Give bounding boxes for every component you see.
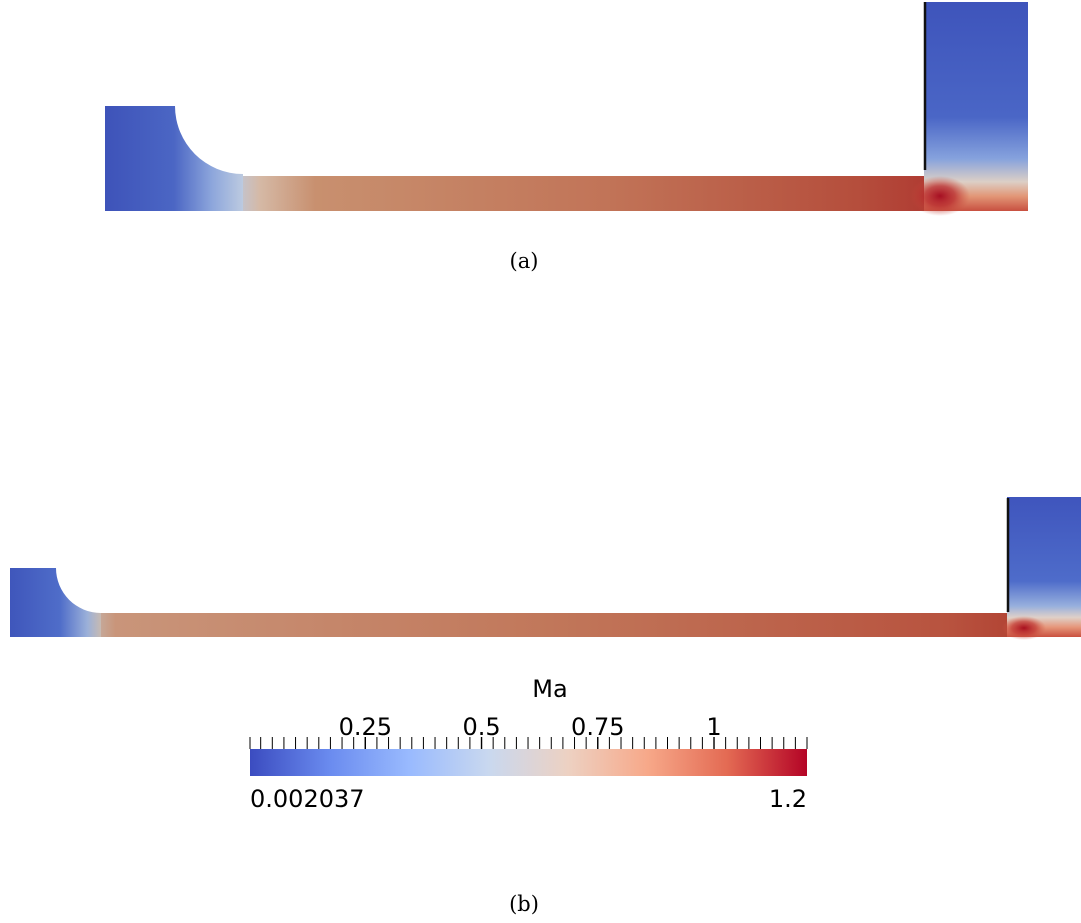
panel-a-caption: (a) bbox=[510, 249, 539, 273]
panel-b-outlet-block bbox=[1007, 497, 1081, 637]
colorbar-title: Ma bbox=[532, 675, 567, 703]
colorbar: Ma 0.25 0.5 0.75 1 0.002037 1.2 bbox=[249, 675, 808, 813]
colorbar-tick-label: 1 bbox=[706, 713, 721, 741]
colorbar-max-label: 1.2 bbox=[769, 785, 807, 813]
colorbar-bar bbox=[250, 749, 807, 776]
panel-a-channel bbox=[232, 176, 926, 211]
colorbar-tick-label: 0.25 bbox=[339, 713, 392, 741]
panel-b-hot-spot bbox=[1002, 616, 1046, 640]
panel-a-hot-spot bbox=[910, 176, 970, 216]
panel-a-inlet-block bbox=[105, 106, 243, 211]
panel-b-caption: (b) bbox=[509, 892, 539, 916]
panel-b-mach-contour bbox=[10, 497, 1081, 640]
panel-a-mach-contour bbox=[105, 2, 1028, 216]
panel-b-channel bbox=[88, 613, 1012, 637]
colorbar-ticks bbox=[249, 737, 808, 759]
panel-b-inlet-block bbox=[10, 568, 101, 637]
colorbar-tick-label: 0.75 bbox=[571, 713, 624, 741]
colorbar-min-label: 0.002037 bbox=[250, 785, 365, 813]
colorbar-tick-label: 0.5 bbox=[462, 713, 500, 741]
colorbar-tick-labels: 0.25 0.5 0.75 1 bbox=[339, 713, 722, 741]
